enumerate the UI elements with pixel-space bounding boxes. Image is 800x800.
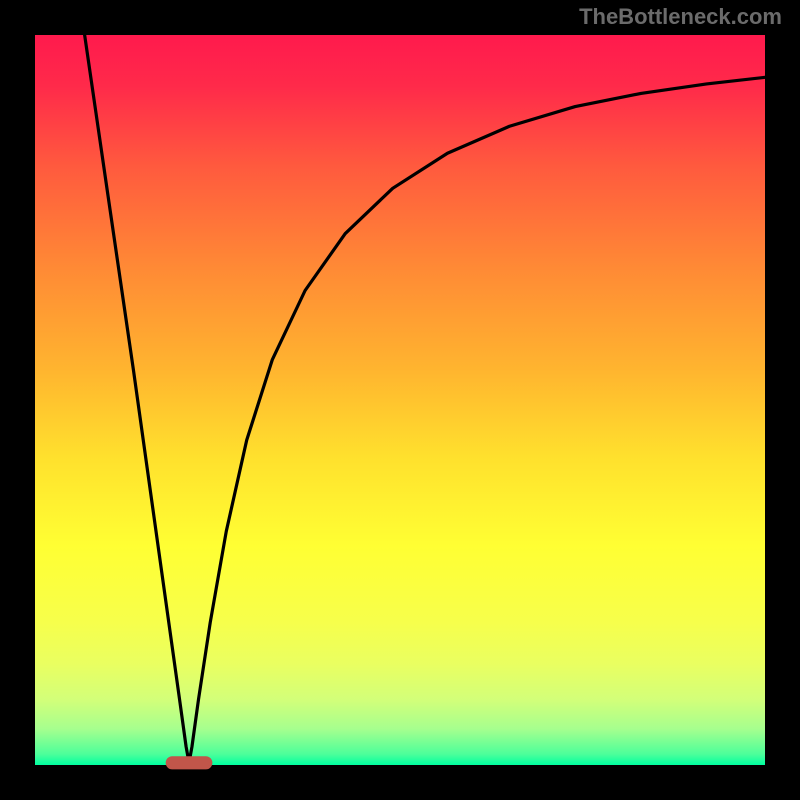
bottleneck-chart <box>0 0 800 800</box>
gradient-plot-area <box>35 35 765 765</box>
min-marker <box>166 756 213 769</box>
chart-root: TheBottleneck.com <box>0 0 800 800</box>
